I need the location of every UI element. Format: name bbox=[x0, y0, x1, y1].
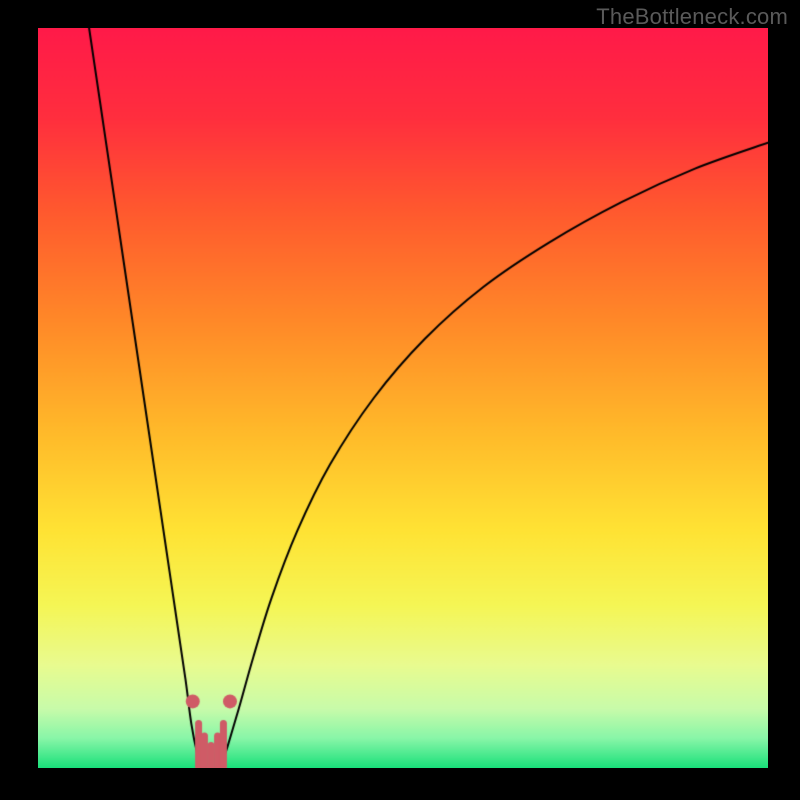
watermark-text: TheBottleneck.com bbox=[596, 4, 788, 30]
plot-area bbox=[38, 28, 768, 768]
plot-canvas bbox=[38, 28, 768, 768]
chart-root: TheBottleneck.com bbox=[0, 0, 800, 800]
